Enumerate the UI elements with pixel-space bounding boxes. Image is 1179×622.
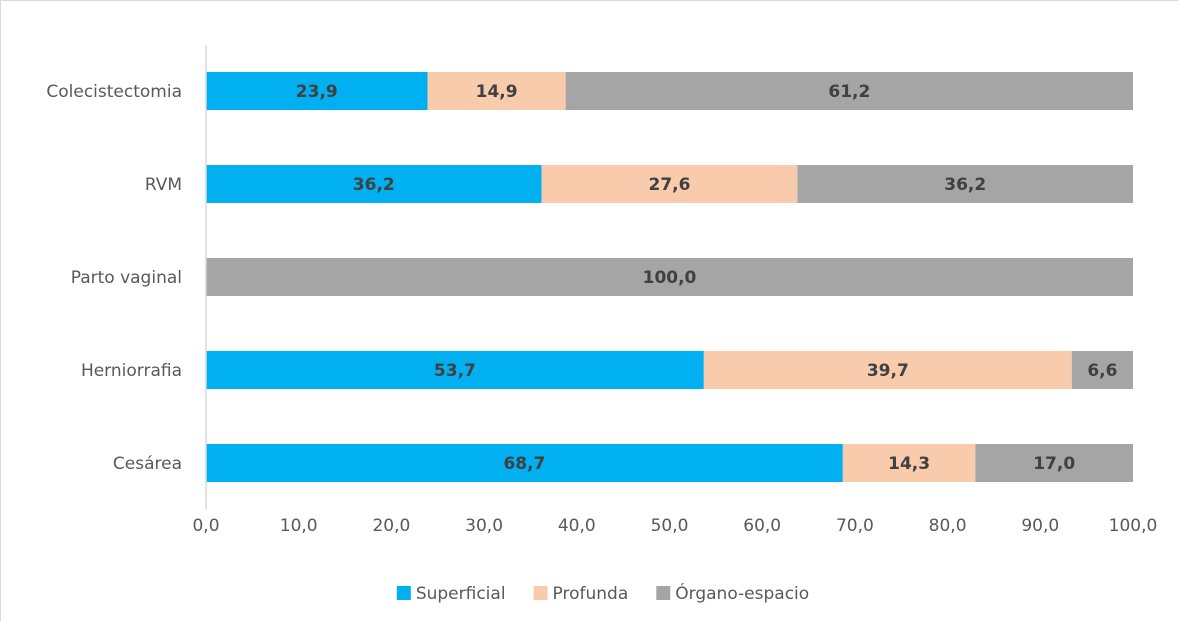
category-label-rvm: RVM bbox=[145, 175, 182, 195]
bar-cesarea-organo-espacio bbox=[975, 444, 1133, 482]
bar-herniorrafia-organo-espacio bbox=[1071, 351, 1133, 389]
legend-swatch-organo-espacio bbox=[656, 586, 671, 600]
data-label-cesarea-superficial: 68,7 bbox=[503, 454, 545, 474]
x-tick-label: 20,0 bbox=[372, 516, 410, 536]
x-tick-label: 90,0 bbox=[1021, 516, 1059, 536]
x-tick-label: 100,0 bbox=[1109, 516, 1158, 536]
data-label-colecistectomia-organo-espacio: 61,2 bbox=[828, 82, 870, 102]
bar-herniorrafia-superficial bbox=[206, 351, 704, 389]
bar-herniorrafia-profunda bbox=[703, 351, 1072, 389]
bar-colecistectomia-organo-espacio bbox=[565, 72, 1133, 110]
legend-label-profunda: Profunda bbox=[553, 584, 629, 604]
category-label-cesarea: Cesárea bbox=[113, 454, 182, 474]
data-label-cesarea-organo-espacio: 17,0 bbox=[1033, 454, 1075, 474]
data-label-herniorrafia-organo-espacio: 6,6 bbox=[1087, 361, 1117, 381]
legend-swatch-profunda bbox=[533, 586, 548, 600]
bar-cesarea-superficial bbox=[206, 444, 843, 482]
value-axis: 0,0 10,0 20,0 30,0 40,0 50,0 60,0 70,0 80,0 90,0 1… bbox=[192, 516, 1157, 536]
x-tick-label: 60,0 bbox=[743, 516, 781, 536]
bar-rvm-organo-espacio bbox=[797, 165, 1133, 203]
data-label-rvm-organo-espacio: 36,2 bbox=[944, 175, 986, 195]
data-label-rvm-superficial: 36,2 bbox=[353, 175, 395, 195]
bar-rvm-superficial bbox=[206, 165, 542, 203]
legend-label-organo-espacio: Órgano-espacio bbox=[675, 582, 809, 604]
category-label-parto-vaginal: Parto vaginal bbox=[71, 268, 182, 288]
bar-rvm-profunda bbox=[541, 165, 798, 203]
legend-swatch-superficial bbox=[396, 586, 411, 600]
data-labels-layer: 23,9 14,9 61,2 36,2 27,6 36,2 100,0 53,7 39,7 6,6… bbox=[296, 82, 1118, 474]
bar-colecistectomia-superficial bbox=[206, 72, 428, 110]
data-label-cesarea-profunda: 14,3 bbox=[888, 454, 930, 474]
bar-cesarea-profunda bbox=[842, 444, 976, 482]
legend: Superficial Profunda Órgano-espacio bbox=[396, 582, 809, 604]
category-axis: Colecistectomia RVM Parto vaginal Herniorra… bbox=[46, 82, 182, 474]
x-tick-label: 10,0 bbox=[280, 516, 318, 536]
data-label-herniorrafia-profunda: 39,7 bbox=[867, 361, 909, 381]
category-label-colecistectomia: Colecistectomia bbox=[46, 82, 182, 102]
x-tick-label: 80,0 bbox=[929, 516, 967, 536]
bar-parto-vaginal-organo-espacio bbox=[206, 258, 1133, 296]
x-tick-label: 0,0 bbox=[192, 516, 219, 536]
data-label-rvm-profunda: 27,6 bbox=[649, 175, 691, 195]
data-label-herniorrafia-superficial: 53,7 bbox=[434, 361, 476, 381]
x-tick-label: 30,0 bbox=[465, 516, 503, 536]
x-tick-label: 40,0 bbox=[558, 516, 596, 536]
bars-layer bbox=[206, 72, 1133, 482]
category-label-herniorrafia: Herniorrafia bbox=[81, 361, 182, 381]
x-tick-label: 70,0 bbox=[836, 516, 874, 536]
legend-label-superficial: Superficial bbox=[416, 584, 506, 604]
bar-colecistectomia-profunda bbox=[427, 72, 566, 110]
data-label-colecistectomia-superficial: 23,9 bbox=[296, 82, 338, 102]
data-label-colecistectomia-profunda: 14,9 bbox=[476, 82, 518, 102]
data-label-parto-vaginal-organo-espacio: 100,0 bbox=[643, 268, 697, 288]
x-tick-label: 50,0 bbox=[651, 516, 689, 536]
